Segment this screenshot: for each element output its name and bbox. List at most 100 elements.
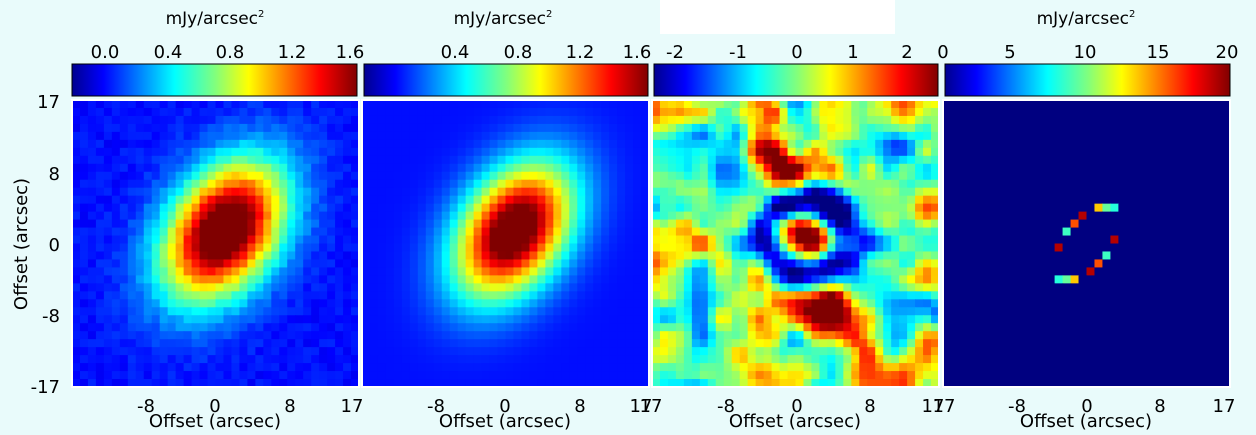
heatmap-cell <box>1206 147 1215 157</box>
heatmap-cell <box>819 267 828 276</box>
heatmap-cell <box>287 235 296 245</box>
heatmap-cell <box>247 283 256 292</box>
heatmap-cell <box>223 163 233 173</box>
heatmap-cell <box>183 275 193 284</box>
heatmap-cell <box>385 195 395 205</box>
heatmap-cell <box>529 179 538 189</box>
heatmap-cell <box>827 115 836 125</box>
heatmap-cell <box>625 211 634 221</box>
heatmap-cell <box>1118 243 1127 253</box>
heatmap-cell <box>943 307 952 316</box>
heatmap-cell <box>707 315 717 324</box>
heatmap-cell <box>119 171 129 181</box>
heatmap-cell <box>943 187 952 197</box>
heatmap-cell <box>1046 259 1056 269</box>
heatmap-cell <box>481 235 491 245</box>
heatmap-cell <box>577 315 586 324</box>
heatmap-cell <box>990 323 1000 332</box>
heatmap-cell <box>279 179 288 189</box>
heatmap-cell <box>811 371 821 380</box>
heatmap-cell <box>990 243 1000 253</box>
heatmap-cell <box>931 307 940 316</box>
heatmap-cell <box>175 259 185 269</box>
heatmap-cell <box>377 275 387 284</box>
heatmap-cell <box>199 123 209 133</box>
heatmap-cell <box>513 195 523 205</box>
heatmap-cell <box>1190 227 1199 237</box>
heatmap-cell <box>425 147 435 157</box>
heatmap-cell <box>707 171 717 181</box>
heatmap-cell <box>295 363 304 372</box>
heatmap-cell <box>652 147 661 157</box>
heatmap-cell <box>1094 275 1104 284</box>
heatmap-cell <box>465 291 475 300</box>
heatmap-cell <box>851 179 860 189</box>
heatmap-cell <box>867 275 876 284</box>
heatmap-cell <box>739 299 749 308</box>
heatmap-cell <box>675 323 685 332</box>
heatmap-cell <box>215 139 225 149</box>
heatmap-cell <box>974 251 984 261</box>
heatmap-cell <box>199 323 209 332</box>
heatmap-cell <box>617 275 626 284</box>
heatmap-cell <box>1150 139 1159 149</box>
heatmap-cell <box>883 323 892 332</box>
heatmap-cell <box>601 163 610 173</box>
heatmap-cell <box>641 243 650 253</box>
heatmap-cell <box>327 323 336 332</box>
heatmap-cell <box>95 371 105 380</box>
heatmap-cell <box>1022 147 1032 157</box>
heatmap-cell <box>393 107 403 117</box>
heatmap-cell <box>601 315 610 324</box>
heatmap-cell <box>425 347 435 356</box>
heatmap-cell <box>1102 100 1112 109</box>
heatmap-cell <box>327 187 336 197</box>
heatmap-cell <box>779 307 789 316</box>
x-tick-label: 17 <box>640 396 663 417</box>
heatmap-cell <box>633 107 642 117</box>
heatmap-cell <box>287 107 296 117</box>
heatmap-cell <box>819 115 828 125</box>
heatmap-cell <box>835 163 844 173</box>
heatmap-cell <box>561 331 570 340</box>
heatmap-cell <box>1206 139 1215 149</box>
heatmap-cell <box>675 203 685 213</box>
heatmap-cell <box>891 203 900 213</box>
heatmap-cell <box>1014 227 1024 237</box>
heatmap-cell <box>449 267 459 276</box>
heatmap-cell <box>1174 235 1183 245</box>
heatmap-cell <box>385 371 395 380</box>
heatmap-cell <box>191 243 201 253</box>
heatmap-cell <box>175 235 185 245</box>
heatmap-cell <box>1126 227 1135 237</box>
heatmap-cell <box>263 283 272 292</box>
heatmap-cell <box>303 355 312 364</box>
heatmap-cell <box>675 307 685 316</box>
heatmap-cell <box>505 179 515 189</box>
heatmap-cell <box>505 371 515 380</box>
heatmap-cell <box>707 155 717 165</box>
heatmap-cell <box>279 203 288 213</box>
heatmap-cell <box>215 155 225 165</box>
heatmap-cell <box>409 259 419 269</box>
heatmap-cell <box>545 275 554 284</box>
heatmap-cell <box>867 147 876 157</box>
heatmap-cell <box>787 100 797 109</box>
heatmap-cell <box>998 131 1008 141</box>
heatmap-cell <box>529 259 538 269</box>
heatmap-cell <box>779 115 789 125</box>
heatmap-cell <box>795 203 805 213</box>
heatmap-cell <box>715 211 725 221</box>
heatmap-cell <box>593 291 602 300</box>
heatmap-cell <box>505 267 515 276</box>
heatmap-cell <box>72 179 81 189</box>
heatmap-cell <box>585 235 594 245</box>
heatmap-cell <box>601 155 610 165</box>
heatmap-cell <box>87 339 97 348</box>
heatmap-cell <box>87 283 97 292</box>
heatmap-cell <box>699 211 709 221</box>
heatmap-cell <box>617 363 626 372</box>
heatmap-cell <box>401 179 411 189</box>
heatmap-cell <box>497 171 507 181</box>
heatmap-cell <box>827 163 836 173</box>
